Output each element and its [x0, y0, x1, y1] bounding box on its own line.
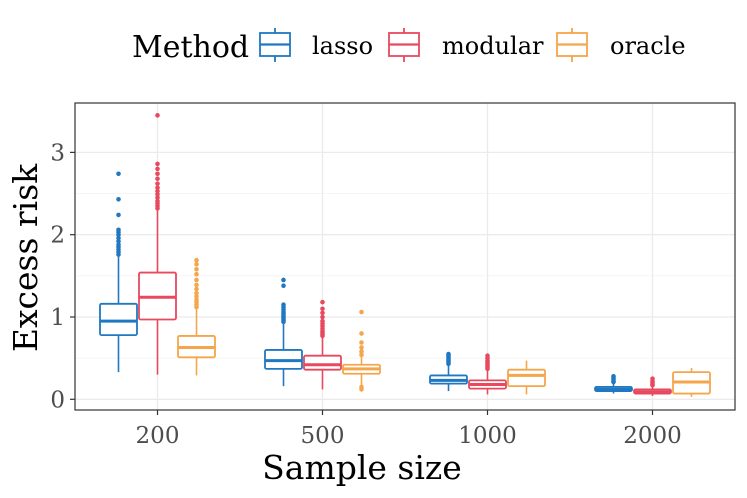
y-tick-label: 3: [50, 140, 65, 166]
outlier-point: [194, 262, 199, 267]
box-series: [99, 113, 711, 397]
outlier-point: [359, 349, 364, 354]
outlier-point: [359, 384, 364, 390]
y-tick-label: 0: [50, 387, 65, 413]
plot-background: [75, 103, 735, 410]
outlier-point: [155, 198, 160, 204]
series-lasso: [99, 171, 633, 394]
outlier-point: [359, 309, 364, 315]
series-modular: [138, 113, 672, 397]
outlier-point: [155, 188, 160, 194]
x-tick-label: 2000: [623, 423, 682, 449]
box-modular-500: [303, 299, 342, 390]
outlier-point: [155, 166, 160, 172]
legend-title: Method: [132, 30, 249, 65]
outlier-point: [281, 302, 286, 307]
plot-border: [74, 102, 736, 411]
box-modular-2000: [633, 376, 672, 397]
series-oracle: [177, 257, 711, 397]
outlier-point: [320, 314, 325, 320]
outlier-point: [485, 353, 490, 358]
outlier-point: [194, 271, 199, 277]
outlier-point: [116, 227, 121, 233]
y-axis: 0 1 2 3: [50, 140, 75, 413]
outlier-point: [320, 310, 325, 316]
box-lasso-2000: [594, 373, 633, 394]
box-modular-1000: [468, 353, 507, 395]
outlier-point: [194, 290, 199, 296]
outlier-point: [359, 331, 364, 336]
box-oracle-500: [342, 309, 381, 392]
outlier-point: [281, 277, 286, 283]
outlier-point: [446, 351, 451, 357]
outlier-point: [320, 306, 325, 312]
outlier-point: [116, 196, 121, 202]
legend-key-oracle: [556, 28, 588, 62]
outlier-point: [155, 192, 160, 197]
x-axis-title: Sample size: [262, 448, 462, 487]
outlier-point: [281, 283, 286, 289]
box-oracle-200: [177, 257, 216, 376]
legend: Method lasso modular oracle: [132, 28, 686, 65]
outlier-point: [320, 318, 325, 324]
box-lasso-1000: [429, 351, 468, 392]
plot-panel: [74, 102, 736, 411]
outlier-point: [155, 113, 160, 118]
outlier-point: [116, 171, 121, 177]
x-axis: 200 500 1000 2000: [136, 410, 682, 449]
outlier-point: [194, 282, 199, 288]
box-oracle-2000: [672, 368, 711, 397]
legend-key-lasso: [259, 28, 291, 62]
outlier-point: [155, 181, 160, 186]
legend-label-oracle: oracle: [610, 32, 686, 60]
outlier-point: [194, 297, 199, 303]
outlier-point: [155, 195, 160, 200]
gridlines: [75, 103, 735, 410]
outlier-point: [155, 171, 160, 177]
outlier-point: [359, 345, 364, 350]
outlier-point: [359, 340, 364, 345]
outlier-point: [116, 235, 121, 241]
x-tick-label: 200: [136, 423, 180, 449]
box-iqr: [507, 368, 546, 388]
outlier-point: [359, 352, 364, 358]
outlier-point: [155, 176, 160, 182]
outlier-point: [116, 242, 121, 247]
outlier-point: [155, 185, 160, 191]
legend-label-lasso: lasso: [312, 32, 373, 60]
y-tick-label: 1: [50, 305, 65, 331]
outlier-point: [194, 266, 199, 272]
outlier-point: [650, 376, 655, 382]
outlier-point: [194, 286, 199, 292]
x-tick-label: 1000: [458, 423, 517, 449]
outlier-point: [155, 161, 160, 167]
legend-key-modular: [388, 28, 420, 62]
outlier-point: [194, 294, 199, 299]
y-tick-label: 2: [50, 223, 65, 249]
outlier-point: [194, 277, 199, 283]
outlier-point: [320, 299, 325, 305]
box-oracle-1000: [507, 360, 546, 395]
outlier-point: [194, 257, 199, 263]
outlier-point: [611, 373, 616, 379]
outlier-point: [116, 212, 121, 218]
legend-label-modular: modular: [442, 32, 544, 60]
box-iqr: [303, 354, 342, 371]
y-axis-title: Excess risk: [6, 163, 45, 352]
box-lasso-500: [264, 277, 303, 387]
box-lasso-200: [99, 171, 138, 373]
box-modular-200: [138, 113, 177, 375]
outlier-point: [116, 238, 121, 244]
x-tick-label: 500: [301, 423, 345, 449]
box-iqr: [99, 302, 138, 337]
